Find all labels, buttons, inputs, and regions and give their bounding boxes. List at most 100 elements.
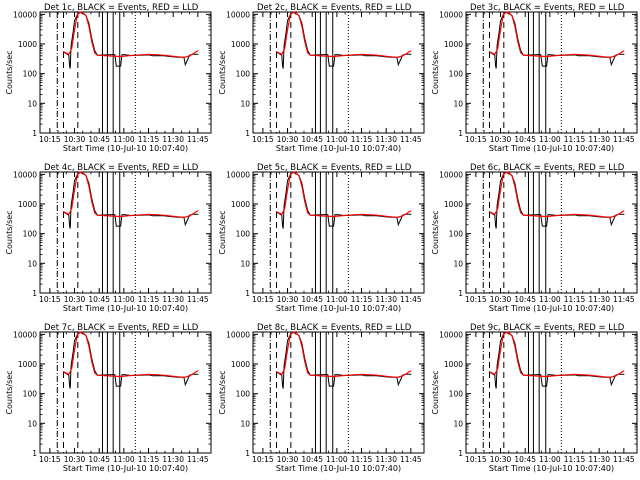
x-tick-label: 10:30 bbox=[277, 295, 299, 304]
panel-9: Det 9c, BLACK = Events, RED = LLD 1 10 100 1… bbox=[431, 323, 638, 473]
series-lld-line bbox=[62, 171, 199, 219]
x-tick-label: 10:30 bbox=[490, 135, 512, 144]
plot-frame bbox=[252, 11, 425, 134]
series-events-line bbox=[488, 11, 625, 69]
series-lld-line bbox=[62, 331, 199, 379]
y-tick-label: 10000 bbox=[13, 170, 37, 179]
x-tick-label: 10:45 bbox=[88, 295, 110, 304]
x-tick-label: 11:15 bbox=[138, 135, 160, 144]
y-tick-label: 1 bbox=[245, 449, 250, 458]
panel-5: Det 5c, BLACK = Events, RED = LLD 1 10 100 1… bbox=[218, 163, 425, 313]
y-tick-label: 1 bbox=[32, 129, 37, 138]
plot-frame bbox=[39, 171, 212, 294]
y-tick-label: 100 bbox=[236, 230, 251, 239]
x-tick-label: 11:15 bbox=[564, 455, 586, 464]
y-tick-label: 1000 bbox=[231, 40, 250, 49]
panel-title: Det 1c, BLACK = Events, RED = LLD bbox=[44, 3, 199, 13]
panel-title: Det 4c, BLACK = Events, RED = LLD bbox=[44, 163, 199, 173]
series-events-line bbox=[275, 331, 412, 389]
x-tick-label: 10:15 bbox=[252, 135, 274, 144]
x-tick-label: 10:15 bbox=[465, 455, 487, 464]
x-tick-label: 11:30 bbox=[588, 295, 610, 304]
x-tick-label: 11:45 bbox=[187, 135, 209, 144]
x-tick-label: 10:15 bbox=[39, 295, 61, 304]
plot-frame bbox=[39, 331, 212, 454]
y-tick-label: 10000 bbox=[439, 10, 463, 19]
x-tick-label: 11:45 bbox=[187, 455, 209, 464]
panel-8: Det 8c, BLACK = Events, RED = LLD 1 10 100 1… bbox=[218, 323, 425, 473]
x-tick-label: 11:30 bbox=[162, 455, 184, 464]
x-tick-label: 11:15 bbox=[138, 295, 160, 304]
y-tick-label: 1 bbox=[458, 449, 463, 458]
y-axis-label: Counts/sec bbox=[5, 210, 14, 254]
y-tick-label: 1000 bbox=[18, 200, 37, 209]
y-axis-label: Counts/sec bbox=[431, 370, 440, 414]
y-tick-label: 10000 bbox=[226, 10, 250, 19]
x-tick-label: 10:15 bbox=[39, 455, 61, 464]
y-tick-label: 10 bbox=[453, 259, 463, 268]
y-axis-label: Counts/sec bbox=[218, 370, 227, 414]
series-events-line bbox=[275, 11, 412, 69]
y-tick-label: 1 bbox=[458, 289, 463, 298]
x-tick-label: 11:30 bbox=[162, 295, 184, 304]
x-tick-label: 11:30 bbox=[375, 135, 397, 144]
series-events-line bbox=[62, 331, 199, 389]
x-tick-label: 10:15 bbox=[39, 135, 61, 144]
x-tick-label: 11:00 bbox=[113, 135, 135, 144]
series-events-line bbox=[62, 11, 199, 69]
x-axis-label: Start Time (10-Jul-10 10:07:40) bbox=[276, 464, 401, 473]
x-tick-label: 10:45 bbox=[301, 135, 323, 144]
x-tick-label: 11:45 bbox=[187, 295, 209, 304]
series-lld-line bbox=[62, 11, 199, 59]
y-axis-label: Counts/sec bbox=[431, 50, 440, 94]
y-tick-label: 1 bbox=[245, 129, 250, 138]
x-tick-label: 10:45 bbox=[301, 295, 323, 304]
panel-7: Det 7c, BLACK = Events, RED = LLD 1 10 100 1… bbox=[5, 323, 212, 473]
y-tick-label: 10 bbox=[453, 419, 463, 428]
y-tick-label: 1000 bbox=[444, 200, 463, 209]
y-tick-label: 100 bbox=[236, 390, 251, 399]
x-tick-label: 11:15 bbox=[351, 135, 373, 144]
plot-frame bbox=[252, 331, 425, 454]
series-lld-line bbox=[275, 171, 412, 219]
y-tick-label: 10 bbox=[27, 99, 37, 108]
y-tick-label: 1000 bbox=[444, 360, 463, 369]
x-tick-label: 11:00 bbox=[326, 295, 348, 304]
x-tick-label: 10:45 bbox=[88, 455, 110, 464]
x-tick-label: 10:30 bbox=[64, 135, 86, 144]
x-tick-label: 10:30 bbox=[490, 295, 512, 304]
y-axis-label: Counts/sec bbox=[431, 210, 440, 254]
panel-6: Det 6c, BLACK = Events, RED = LLD 1 10 100 1… bbox=[431, 163, 638, 313]
panel-title: Det 2c, BLACK = Events, RED = LLD bbox=[257, 3, 412, 13]
y-tick-label: 10000 bbox=[226, 330, 250, 339]
y-tick-label: 10 bbox=[240, 419, 250, 428]
panel-title: Det 7c, BLACK = Events, RED = LLD bbox=[44, 323, 199, 333]
panel-title: Det 3c, BLACK = Events, RED = LLD bbox=[470, 3, 625, 13]
x-tick-label: 10:15 bbox=[252, 295, 274, 304]
x-tick-label: 10:45 bbox=[301, 455, 323, 464]
x-tick-label: 11:45 bbox=[400, 295, 422, 304]
x-tick-label: 11:00 bbox=[539, 135, 561, 144]
x-tick-label: 11:15 bbox=[564, 135, 586, 144]
y-tick-label: 10000 bbox=[439, 170, 463, 179]
y-tick-label: 1000 bbox=[231, 200, 250, 209]
y-tick-label: 100 bbox=[449, 390, 464, 399]
x-tick-label: 10:30 bbox=[490, 455, 512, 464]
x-tick-label: 10:30 bbox=[64, 455, 86, 464]
x-tick-label: 10:30 bbox=[277, 135, 299, 144]
y-tick-label: 10 bbox=[27, 419, 37, 428]
x-axis-label: Start Time (10-Jul-10 10:07:40) bbox=[63, 144, 188, 153]
x-tick-label: 11:15 bbox=[351, 295, 373, 304]
y-tick-label: 1 bbox=[32, 289, 37, 298]
y-axis-label: Counts/sec bbox=[218, 50, 227, 94]
x-tick-label: 11:00 bbox=[113, 455, 135, 464]
plot-frame bbox=[465, 331, 638, 454]
series-lld-line bbox=[488, 331, 625, 379]
x-tick-label: 10:30 bbox=[64, 295, 86, 304]
y-tick-label: 100 bbox=[449, 230, 464, 239]
y-tick-label: 100 bbox=[449, 70, 464, 79]
x-tick-label: 11:30 bbox=[375, 295, 397, 304]
x-tick-label: 11:00 bbox=[113, 295, 135, 304]
y-tick-label: 1 bbox=[458, 129, 463, 138]
series-events-line bbox=[275, 171, 412, 229]
